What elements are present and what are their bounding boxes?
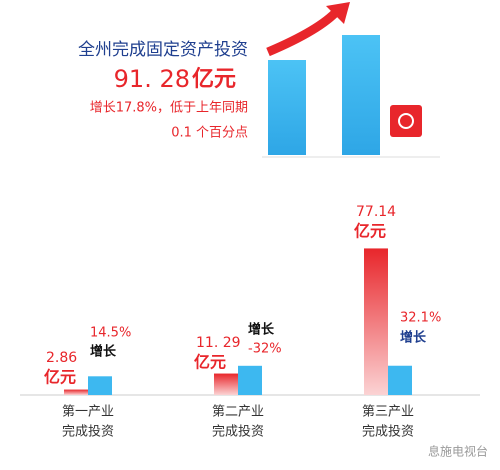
investment-label: 77.14 — [356, 204, 396, 220]
category-label: 完成投资 — [212, 424, 264, 440]
category-label: 第二产业 — [212, 405, 264, 420]
category-label: 第三产业 — [362, 405, 414, 420]
investment-bar — [64, 389, 88, 395]
category-label: 完成投资 — [362, 424, 414, 440]
growth-word: 增长 — [400, 330, 427, 346]
title: 全州完成固定资产投资 — [78, 40, 248, 60]
growth-bar — [388, 365, 412, 395]
investment-label: 11. 29 — [196, 335, 241, 351]
investment-bar — [214, 373, 238, 395]
watermark: 息施电视台 — [428, 444, 488, 459]
growth-label: 14.5% — [90, 326, 131, 341]
investment-bar — [364, 248, 388, 395]
investment-unit: 亿元 — [354, 222, 386, 241]
growth-line: 0.1 个百分点 — [171, 126, 248, 141]
growth-bar — [238, 365, 262, 395]
growth-bar — [88, 376, 112, 395]
category-label: 完成投资 — [62, 424, 114, 440]
category-label: 第一产业 — [62, 405, 114, 420]
investment-unit: 亿元 — [44, 368, 76, 387]
investment-label: 2.86 — [46, 350, 77, 366]
growth-line: 增长17.8%，低于上年同期 — [90, 101, 248, 116]
growth-word: 增长 — [248, 322, 275, 338]
total: 91. 28 — [114, 65, 190, 93]
growth-label: -32% — [248, 342, 282, 357]
growth-label: 32.1% — [400, 311, 441, 326]
total-unit: 亿元 — [192, 67, 236, 92]
growth-word: 增长 — [90, 344, 117, 360]
investment-unit: 亿元 — [194, 353, 226, 372]
decor-chart — [262, 2, 440, 158]
